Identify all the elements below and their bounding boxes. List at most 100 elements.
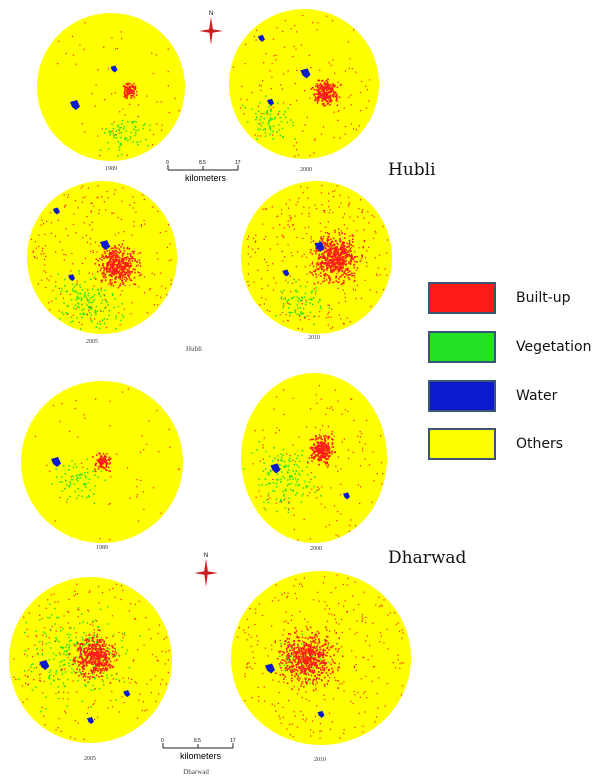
vegetation-patch [134, 134, 136, 137]
vegetation-patch [66, 633, 69, 635]
built-up-core [312, 449, 315, 452]
vegetation-patch [123, 126, 126, 128]
built-up-core [86, 638, 89, 641]
built-up-speck [96, 620, 98, 622]
built-up-speck [339, 194, 341, 196]
built-up-speck [308, 54, 310, 56]
built-up-speck [380, 604, 382, 606]
built-up-speck [118, 631, 120, 633]
built-up-speck [110, 700, 112, 702]
vegetation-patch [267, 122, 269, 125]
built-up-speck [40, 253, 42, 255]
built-up-core [323, 97, 326, 99]
built-up-speck [315, 265, 317, 267]
built-up-core [326, 453, 329, 455]
vegetation-patch [73, 307, 75, 310]
built-up-core [291, 664, 294, 666]
built-up-core [98, 653, 101, 656]
built-up-core [323, 453, 325, 456]
built-up-core [110, 257, 112, 260]
built-up-core [292, 659, 295, 661]
built-up-core [335, 249, 338, 251]
built-up-core [302, 655, 304, 658]
built-up-speck [267, 655, 269, 657]
built-up-core [289, 669, 292, 671]
built-up-core [131, 90, 134, 92]
vegetation-patch [290, 475, 292, 477]
built-up-speck [326, 436, 328, 438]
built-up-core [327, 95, 329, 98]
built-up-core [134, 87, 137, 90]
built-up-core [346, 268, 348, 270]
built-up-core [343, 247, 345, 250]
built-up-core [316, 630, 319, 633]
built-up-core [319, 662, 322, 665]
built-up-speck [333, 435, 335, 437]
built-up-core [337, 268, 339, 270]
vegetation-patch [101, 319, 104, 322]
built-up-core [109, 462, 111, 464]
built-up-core [312, 657, 315, 659]
vegetation-patch [90, 297, 92, 299]
vegetation-patch [292, 124, 294, 127]
built-up-core [313, 669, 315, 672]
built-up-core [331, 442, 334, 444]
built-up-speck [101, 592, 104, 594]
built-up-speck [351, 399, 353, 401]
map-base-others [229, 9, 379, 159]
vegetation-patch [68, 465, 71, 467]
vegetation-patch [69, 659, 71, 661]
built-up-speck [51, 625, 53, 628]
built-up-core [95, 674, 98, 677]
vegetation-patch [270, 117, 272, 119]
vegetation-patch [296, 457, 298, 460]
built-up-core [343, 237, 346, 239]
built-up-core [104, 256, 107, 258]
built-up-core [317, 667, 320, 669]
vegetation-patch [294, 473, 297, 475]
vegetation-patch [75, 466, 78, 468]
built-up-speck [353, 666, 355, 669]
built-up-speck [252, 463, 254, 465]
vegetation-patch [112, 127, 114, 130]
vegetation-patch [269, 118, 271, 121]
built-up-speck [50, 629, 52, 631]
vegetation-patch [97, 649, 99, 651]
built-up-core [326, 89, 328, 92]
vegetation-patch [74, 662, 77, 665]
built-up-core [116, 259, 118, 261]
built-up-core [97, 629, 100, 631]
built-up-speck [337, 100, 339, 102]
built-up-speck [302, 640, 304, 642]
built-up-core [338, 231, 340, 234]
built-up-speck [45, 271, 47, 273]
built-up-speck [55, 281, 57, 283]
vegetation-patch [108, 314, 110, 317]
built-up-core [320, 80, 323, 82]
built-up-speck [107, 707, 109, 709]
built-up-speck [290, 291, 292, 293]
built-up-speck [74, 720, 76, 722]
built-up-core [108, 256, 111, 258]
built-up-core [116, 256, 118, 258]
built-up-speck [289, 723, 291, 726]
vegetation-patch [289, 460, 292, 462]
built-up-core [326, 89, 328, 91]
built-up-speck [151, 272, 153, 274]
built-up-speck [355, 269, 358, 271]
built-up-speck [142, 194, 144, 196]
built-up-speck [342, 322, 345, 324]
vegetation-patch [277, 478, 279, 481]
built-up-speck [402, 632, 404, 634]
built-up-speck [122, 589, 124, 591]
vegetation-patch [76, 497, 78, 500]
vegetation-patch [94, 676, 96, 678]
built-up-speck [143, 644, 145, 646]
built-up-core [108, 260, 110, 263]
vegetation-patch [296, 304, 299, 306]
built-up-speck [358, 247, 360, 249]
vegetation-patch [83, 295, 85, 298]
built-up-core [330, 251, 333, 254]
built-up-core [339, 238, 341, 240]
built-up-speck [136, 479, 138, 481]
